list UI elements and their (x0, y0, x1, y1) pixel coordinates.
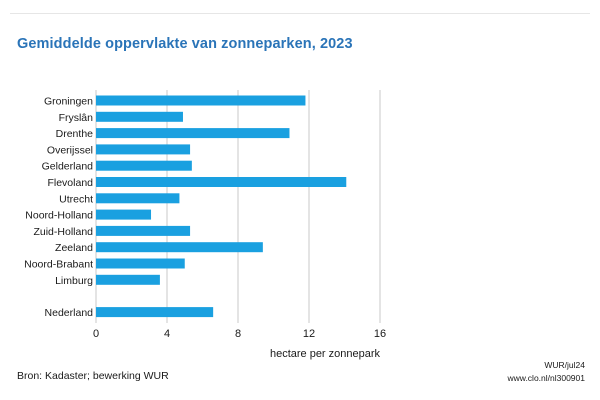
category-label: Groningen (44, 96, 93, 108)
bar-utrecht (96, 193, 180, 204)
bar-zuid-holland (96, 225, 191, 236)
credit-url: www.clo.nl/nl300901 (507, 373, 586, 383)
bar-groningen (96, 95, 306, 106)
x-tick-label: 8 (235, 328, 241, 340)
bar-limburg (96, 274, 160, 285)
bars (96, 95, 347, 318)
x-tick-labels: 0 4 8 12 16 (93, 328, 386, 340)
x-tick-label: 16 (374, 328, 386, 340)
gridlines (95, 90, 381, 323)
credit-block: WUR/jul24 www.clo.nl/nl300901 (508, 359, 586, 385)
category-label: Drenthe (56, 128, 94, 140)
x-tick-label: 0 (93, 328, 99, 340)
category-label: Flevoland (47, 177, 93, 189)
category-label: Utrecht (59, 193, 93, 205)
category-label: Noord-Holland (25, 210, 93, 222)
bar-overijssel (96, 144, 191, 155)
top-divider (10, 13, 590, 14)
category-label: Noord-Brabant (24, 259, 93, 271)
category-label: Zeeland (55, 242, 93, 254)
category-label: Zuid-Holland (33, 226, 93, 238)
category-labels: Groningen Fryslân Drenthe Overijssel Gelderl… (24, 96, 93, 320)
bar-frysl-n (96, 111, 183, 122)
bar-noord-holland (96, 209, 152, 220)
chart-title: Gemiddelde oppervlakte van zonneparken, … (17, 36, 353, 52)
category-label: Overijssel (47, 144, 93, 156)
x-axis-label: hectare per zonnepark (270, 348, 381, 360)
bar-drenthe (96, 128, 290, 139)
bar-gelderland (96, 160, 192, 171)
category-label: Limburg (55, 275, 93, 287)
category-label: Gelderland (42, 161, 94, 173)
bar-nederland (96, 307, 214, 318)
credit-date: WUR/jul24 (544, 360, 585, 370)
x-tick-label: 4 (164, 328, 170, 340)
category-label: Fryslân (59, 112, 94, 124)
source-note: Bron: Kadaster; bewerking WUR (17, 370, 169, 382)
category-label: Nederland (45, 307, 94, 319)
bar-zeeland (96, 242, 263, 253)
bar-flevoland (96, 177, 347, 187)
bar-noord-brabant (96, 258, 185, 269)
x-tick-label: 12 (303, 328, 315, 340)
